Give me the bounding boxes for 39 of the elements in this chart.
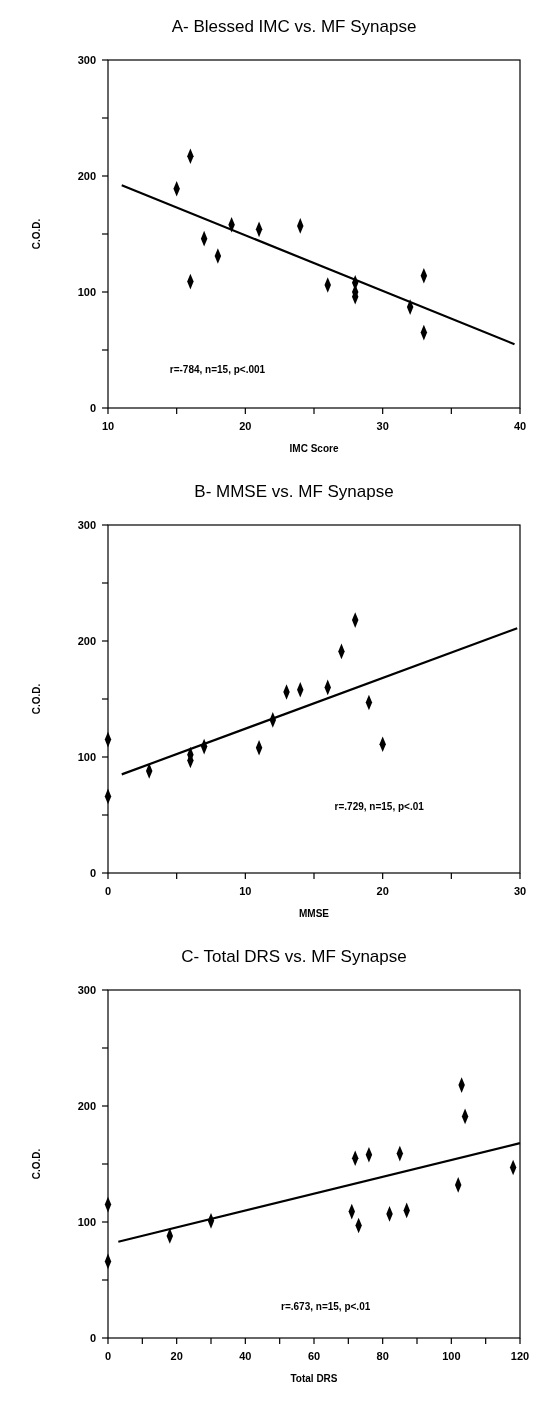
annotation: r=.673, n=15, p<.01 — [281, 1301, 371, 1313]
y-axis-title: C.O.D. — [31, 218, 42, 250]
y-tick-label: 200 — [77, 635, 96, 647]
x-tick-label: 30 — [376, 420, 389, 432]
annotation: r=.729, n=15, p<.01 — [334, 801, 425, 813]
x-tick-label: 60 — [307, 1350, 321, 1362]
x-tick-label: 100 — [442, 1350, 461, 1362]
y-tick-label: 0 — [89, 402, 96, 414]
y-tick-label: 100 — [77, 286, 96, 298]
x-tick-label: 10 — [239, 885, 252, 897]
x-tick-label: 20 — [170, 1350, 183, 1362]
chart-title: A- Blessed IMC vs. MF Synapse — [171, 17, 417, 36]
y-axis-title: C.O.D. — [31, 1148, 42, 1180]
x-tick-label: 40 — [513, 420, 527, 432]
x-tick-label: 30 — [513, 885, 527, 897]
chart-title: C- Total DRS vs. MF Synapse — [181, 947, 407, 966]
y-axis-title: C.O.D. — [31, 683, 42, 715]
annotation: r=-784, n=15, p<.001 — [169, 364, 266, 376]
x-tick-label: 20 — [376, 885, 389, 897]
y-tick-label: 200 — [77, 170, 96, 182]
x-tick-label: 10 — [101, 420, 115, 432]
x-tick-label: 80 — [376, 1350, 389, 1362]
x-tick-label: 120 — [510, 1350, 530, 1362]
x-tick-label: 0 — [104, 1350, 112, 1362]
x-axis-title: Total DRS — [290, 1373, 338, 1384]
y-tick-label: 0 — [89, 867, 96, 879]
chart-title: B- MMSE vs. MF Synapse — [194, 482, 394, 501]
x-axis-title: MMSE — [299, 908, 330, 919]
y-tick-label: 300 — [77, 984, 96, 996]
x-tick-label: 0 — [104, 885, 112, 897]
x-axis-title: IMC Score — [289, 443, 339, 454]
y-tick-label: 100 — [77, 751, 96, 763]
x-tick-label: 40 — [239, 1350, 252, 1362]
y-tick-label: 300 — [77, 54, 96, 66]
y-tick-label: 300 — [77, 519, 96, 531]
y-tick-label: 100 — [77, 1216, 96, 1228]
y-tick-label: 0 — [89, 1332, 96, 1344]
x-tick-label: 20 — [239, 420, 252, 432]
y-tick-label: 200 — [77, 1100, 96, 1112]
